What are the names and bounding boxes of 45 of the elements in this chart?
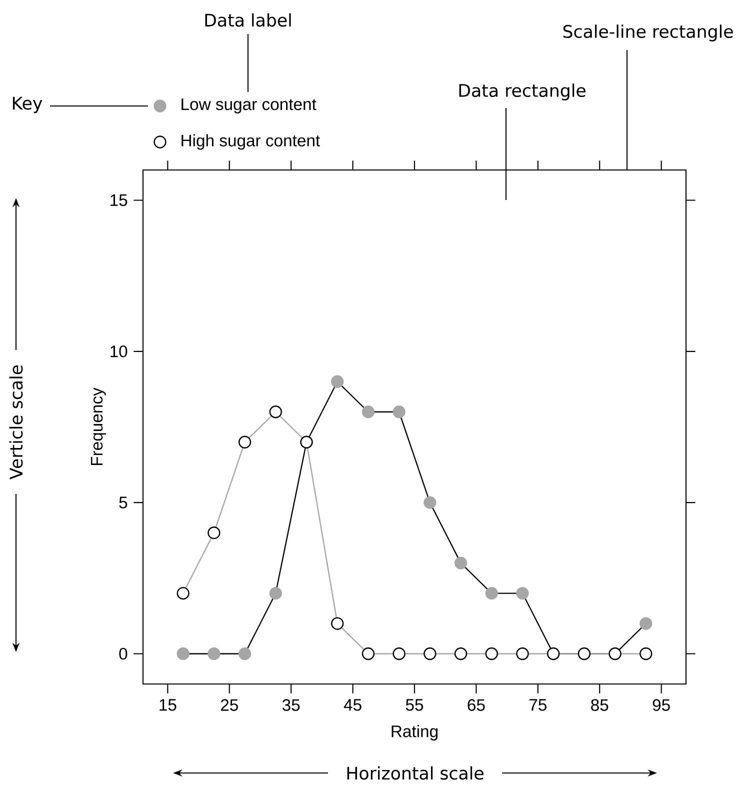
y-axis-title: Frequency bbox=[91, 388, 106, 466]
x-tick-label: 55 bbox=[406, 699, 424, 711]
y-tick-label: 10 bbox=[110, 346, 128, 358]
point bbox=[454, 556, 468, 570]
point bbox=[331, 375, 344, 388]
point bbox=[176, 647, 190, 660]
x-axis-title: Rating bbox=[392, 724, 438, 741]
point bbox=[269, 586, 282, 600]
point bbox=[424, 496, 436, 509]
point bbox=[208, 526, 220, 540]
x-tick-label: 35 bbox=[282, 699, 300, 711]
x-tick-label: 85 bbox=[591, 699, 608, 711]
point bbox=[238, 647, 252, 660]
point bbox=[208, 647, 220, 660]
point bbox=[362, 647, 375, 660]
x-tick-label: 45 bbox=[344, 699, 362, 711]
text: Key bbox=[12, 96, 42, 114]
point bbox=[640, 617, 652, 630]
point bbox=[269, 406, 282, 418]
point bbox=[454, 647, 468, 660]
y-tick-label: 15 bbox=[110, 194, 128, 206]
point bbox=[424, 647, 436, 660]
point bbox=[362, 406, 375, 418]
point bbox=[238, 436, 252, 448]
legend-label: High sugar content bbox=[182, 134, 320, 150]
x-tick-label: 95 bbox=[652, 699, 670, 711]
legend-label: Low sugar content bbox=[182, 98, 316, 114]
point bbox=[392, 647, 406, 660]
y-tick-label: 5 bbox=[119, 496, 128, 508]
x-tick-label: 65 bbox=[468, 699, 485, 711]
point bbox=[331, 617, 344, 630]
point bbox=[516, 647, 529, 660]
text: Data label bbox=[205, 13, 291, 27]
point bbox=[516, 586, 529, 600]
x-tick-label: 25 bbox=[220, 699, 238, 711]
point bbox=[485, 647, 498, 660]
y-tick-label: 0 bbox=[119, 648, 128, 660]
text: Scale-line rectangle bbox=[563, 24, 733, 42]
x-tick-label: 15 bbox=[160, 699, 176, 711]
text: Horizontal scale bbox=[347, 766, 484, 780]
point bbox=[485, 586, 498, 600]
x-tick-label: 75 bbox=[530, 699, 546, 711]
text: Data rectangle bbox=[459, 84, 586, 100]
text: Verticle scale bbox=[9, 365, 23, 480]
point bbox=[392, 406, 406, 418]
